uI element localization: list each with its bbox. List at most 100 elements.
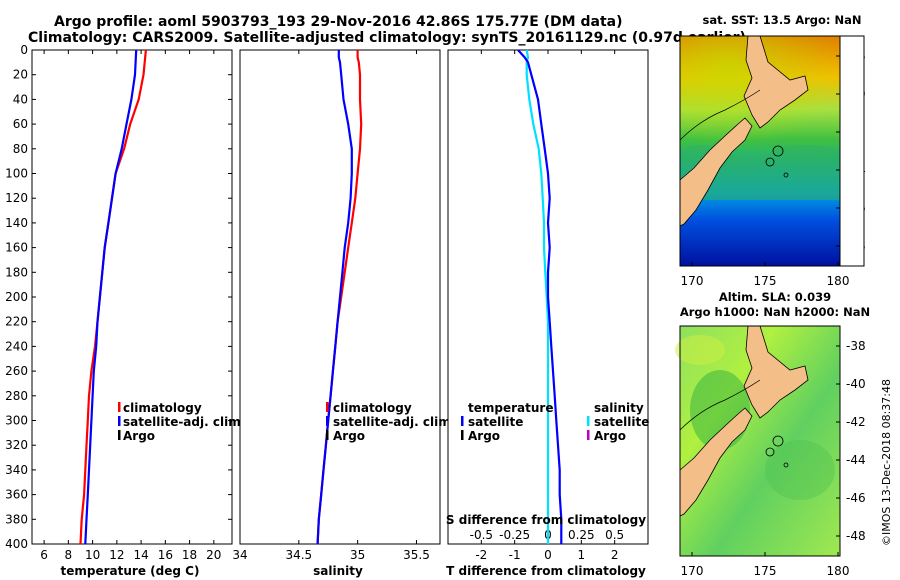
x-tick-label: 34 <box>232 548 247 562</box>
satellite-temperature-line <box>84 49 138 545</box>
depth-tick-label: 220 <box>5 315 28 329</box>
north-island <box>743 325 809 419</box>
lat-tick-label: -40 <box>846 377 866 391</box>
temperature-difference-line <box>517 49 563 544</box>
sla-map-ticks: -38 -40 -42 -44 -46 -48 170 175 180 <box>681 339 866 578</box>
salinity-panel: 34 34.5 35 35.5 salinity climatology satell… <box>232 49 455 578</box>
chart-title-line2: Climatology: CARS2009. Satellite-adjuste… <box>28 30 746 46</box>
x-tick-label: 20 <box>206 548 221 562</box>
chart-title-line1: Argo profile: aoml 5903793_193 29-Nov-20… <box>54 14 623 30</box>
depth-tick-label: 20 <box>13 68 28 82</box>
x-tick-label: 18 <box>182 548 197 562</box>
legend-heading-salinity: salinity <box>594 401 644 415</box>
x-tick-label: 34.5 <box>285 548 312 562</box>
depth-tick-label: 120 <box>5 191 28 205</box>
depth-tick-label: 100 <box>5 167 28 181</box>
legend-swatch-climatology <box>326 402 329 412</box>
t-difference-axis-label: T difference from climatology <box>446 564 646 578</box>
depth-tick-label: 60 <box>13 117 28 131</box>
temperature-axis-label: temperature (deg C) <box>61 564 200 578</box>
salinity-x-axis: 34 34.5 35 35.5 <box>232 50 430 562</box>
legend-swatch-t-satellite <box>461 416 464 426</box>
x-tick-label: 2 <box>611 548 619 562</box>
s-diff-tick-label: 0.25 <box>568 528 595 542</box>
imos-footer: ©IMOS 13-Dec-2018 08:37:48 <box>880 379 893 546</box>
sla-low-anomaly <box>765 440 835 500</box>
temperature-lines <box>79 49 147 545</box>
lat-tick-label: -44 <box>846 453 866 467</box>
sla-high-anomaly <box>675 335 725 365</box>
legend-label-satellite: satellite-adj. clim. <box>123 415 245 429</box>
legend-label-argo: Argo <box>333 429 365 443</box>
legend-swatch-s-argo <box>587 430 590 440</box>
x-tick-label: -2 <box>475 548 487 562</box>
sla-map-title-line2: Argo h1000: NaN h2000: NaN <box>680 305 870 319</box>
north-island <box>743 35 809 129</box>
salinity-difference-line <box>525 49 550 544</box>
x-tick-label: 16 <box>158 548 173 562</box>
x-tick-label: 0 <box>544 548 552 562</box>
sst-colorbar-slot <box>839 35 865 267</box>
legend-swatch-climatology <box>118 402 121 412</box>
argo-float-marker <box>772 435 784 447</box>
x-tick-label: 14 <box>133 548 148 562</box>
s-diff-tick-label: -0.25 <box>499 528 530 542</box>
salinity-legend: climatology satellite-adj. clim. Argo <box>326 401 455 443</box>
argo-float-marker <box>783 462 789 468</box>
lon-tick-label: 180 <box>827 564 850 578</box>
s-diff-tick-label: 0.5 <box>605 528 624 542</box>
legend-label-t-argo: Argo <box>468 429 500 443</box>
depth-tick-label: 140 <box>5 216 28 230</box>
lat-tick-label: -38 <box>846 339 866 353</box>
depth-tick-label: 40 <box>13 92 28 106</box>
sla-map-title-line1: Altim. SLA: 0.039 <box>719 290 831 304</box>
difference-panel: -2 -1 0 1 2-0.5 -0.25 0 0.25 0.5 T difference fr… <box>446 49 649 578</box>
legend-swatch-satellite <box>326 416 329 426</box>
x-tick-label: 1 <box>578 548 586 562</box>
x-tick-label: 10 <box>85 548 100 562</box>
argo-float-marker <box>772 145 784 157</box>
depth-tick-label: 400 <box>5 537 28 551</box>
depth-tick-label: 260 <box>5 364 28 378</box>
lon-tick-label: 170 <box>681 564 704 578</box>
legend-swatch-argo <box>326 430 329 440</box>
satellite-salinity-line <box>316 50 353 545</box>
depth-tick-label: 200 <box>5 290 28 304</box>
argo-float-marker <box>783 172 789 178</box>
salinity-lines <box>316 50 363 545</box>
south-island <box>679 407 753 517</box>
depth-tick-label: 240 <box>5 339 28 353</box>
s-diff-tick-label: -0.5 <box>470 528 493 542</box>
temperature-panel: 0204060801001201401601802002202402602803… <box>5 43 648 578</box>
depth-tick-label: 380 <box>5 512 28 526</box>
s-difference-axis-label: S difference from climatology <box>446 513 646 527</box>
depth-tick-label: 280 <box>5 389 28 403</box>
legend-label-argo: Argo <box>123 429 155 443</box>
legend-swatch-t-argo <box>461 430 464 440</box>
difference-lines <box>517 49 563 544</box>
depth-tick-label: 0 <box>20 43 28 57</box>
x-tick-label: -1 <box>509 548 521 562</box>
salinity-axis-label: salinity <box>313 564 363 578</box>
lon-tick-label: 170 <box>681 274 704 288</box>
legend-swatch-argo <box>118 430 121 440</box>
depth-tick-label: 80 <box>13 142 28 156</box>
x-tick-label: 35 <box>350 548 365 562</box>
legend-heading-temperature: temperature <box>468 401 553 415</box>
x-tick-label: 8 <box>65 548 73 562</box>
sst-map-title: sat. SST: 13.5 Argo: NaN <box>702 13 861 27</box>
x-tick-label: 12 <box>109 548 124 562</box>
legend-label-t-satellite: satellite <box>468 415 523 429</box>
x-tick-label: 6 <box>40 548 48 562</box>
sla-map-frame <box>679 325 841 557</box>
legend-label-satellite: satellite-adj. clim. <box>333 415 455 429</box>
south-island <box>679 117 753 227</box>
bathymetry-contour <box>679 379 761 431</box>
lat-tick-label: -48 <box>846 529 866 543</box>
x-tick-label: 35.5 <box>403 548 430 562</box>
lon-tick-label: 175 <box>754 564 777 578</box>
legend-swatch-s-satellite <box>587 416 590 426</box>
depth-tick-label: 360 <box>5 488 28 502</box>
temperature-plot-frame <box>31 49 233 545</box>
sla-map: Altim. SLA: 0.039 Argo h1000: NaN h2000:… <box>675 290 870 578</box>
